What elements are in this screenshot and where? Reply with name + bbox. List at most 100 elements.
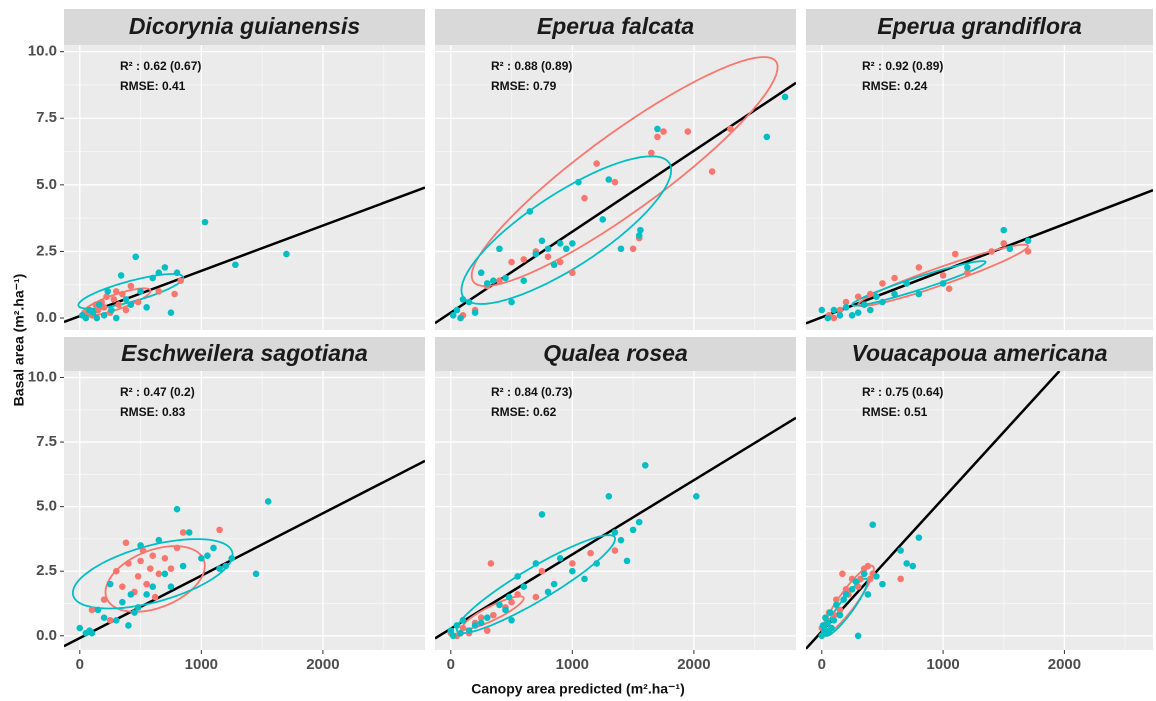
point bbox=[93, 314, 101, 322]
point bbox=[125, 560, 132, 567]
point bbox=[544, 253, 552, 261]
point bbox=[457, 314, 464, 322]
point bbox=[179, 562, 187, 570]
point bbox=[146, 565, 154, 572]
point bbox=[127, 301, 135, 308]
panel bbox=[64, 45, 425, 330]
point bbox=[459, 616, 467, 624]
x-tick-label: 2000 bbox=[677, 656, 710, 673]
x-tick-label: 2000 bbox=[1048, 656, 1081, 673]
point bbox=[173, 505, 181, 513]
point bbox=[593, 160, 600, 167]
panel bbox=[435, 45, 796, 330]
point bbox=[459, 296, 467, 303]
annotation: RMSE: 0.51 bbox=[862, 405, 928, 419]
point bbox=[502, 606, 509, 614]
y-tick-label: 10.0 bbox=[28, 368, 57, 385]
panel-background bbox=[64, 45, 425, 330]
panel-background bbox=[435, 371, 796, 650]
point bbox=[869, 521, 877, 529]
point bbox=[222, 562, 229, 570]
point bbox=[864, 562, 872, 570]
point bbox=[1000, 226, 1008, 234]
y-tick-label: 10.0 bbox=[28, 43, 57, 60]
point bbox=[115, 301, 122, 308]
point bbox=[915, 264, 923, 271]
point bbox=[100, 312, 108, 319]
point bbox=[201, 218, 209, 226]
point bbox=[848, 312, 856, 319]
point bbox=[119, 598, 126, 606]
point bbox=[216, 565, 223, 572]
point bbox=[122, 296, 130, 303]
point bbox=[89, 309, 97, 316]
x-tick-label: 0 bbox=[76, 656, 84, 673]
point bbox=[161, 554, 169, 562]
point bbox=[117, 272, 125, 279]
point bbox=[100, 304, 108, 311]
point bbox=[216, 526, 223, 534]
panel-background bbox=[806, 371, 1153, 650]
point bbox=[173, 269, 181, 277]
point bbox=[836, 306, 844, 314]
point bbox=[951, 250, 959, 258]
point bbox=[94, 606, 102, 614]
point bbox=[569, 269, 576, 277]
point bbox=[119, 290, 126, 298]
point bbox=[879, 580, 886, 588]
point bbox=[179, 529, 187, 536]
point bbox=[483, 280, 491, 287]
point bbox=[508, 258, 515, 266]
point bbox=[532, 250, 540, 258]
y-tick-label: 5.0 bbox=[36, 498, 57, 515]
point bbox=[879, 298, 886, 306]
point bbox=[839, 570, 846, 578]
point bbox=[198, 554, 205, 562]
point bbox=[826, 609, 834, 616]
point bbox=[167, 565, 175, 572]
point bbox=[502, 274, 509, 282]
point bbox=[155, 288, 163, 295]
point bbox=[538, 237, 546, 245]
point bbox=[112, 567, 120, 575]
point bbox=[544, 245, 552, 253]
point bbox=[864, 591, 872, 598]
point bbox=[660, 128, 667, 135]
point bbox=[483, 627, 491, 634]
point bbox=[654, 125, 661, 133]
point bbox=[112, 288, 120, 295]
point bbox=[897, 575, 904, 583]
point bbox=[459, 624, 467, 632]
point bbox=[532, 593, 540, 601]
point bbox=[538, 567, 546, 575]
annotation: R² : 0.84 (0.73) bbox=[491, 385, 572, 399]
y-tick-label: 7.5 bbox=[36, 109, 57, 126]
panel bbox=[64, 371, 425, 650]
point bbox=[842, 585, 850, 593]
point bbox=[830, 616, 838, 624]
point bbox=[106, 616, 114, 624]
point bbox=[842, 298, 850, 306]
point bbox=[173, 544, 181, 552]
point bbox=[185, 529, 193, 536]
point bbox=[909, 562, 917, 570]
point bbox=[149, 552, 157, 560]
point bbox=[151, 593, 159, 601]
point bbox=[840, 596, 847, 603]
point bbox=[836, 312, 844, 319]
panel bbox=[435, 371, 796, 650]
point bbox=[112, 314, 120, 322]
point bbox=[562, 245, 570, 253]
point bbox=[477, 614, 485, 622]
point bbox=[143, 591, 150, 598]
point bbox=[228, 554, 236, 562]
point bbox=[988, 248, 995, 255]
point bbox=[471, 622, 479, 629]
point bbox=[508, 616, 515, 624]
point bbox=[127, 282, 135, 290]
annotation: R² : 0.75 (0.64) bbox=[862, 385, 943, 399]
point bbox=[103, 293, 110, 301]
point bbox=[641, 461, 649, 469]
point bbox=[860, 570, 868, 578]
